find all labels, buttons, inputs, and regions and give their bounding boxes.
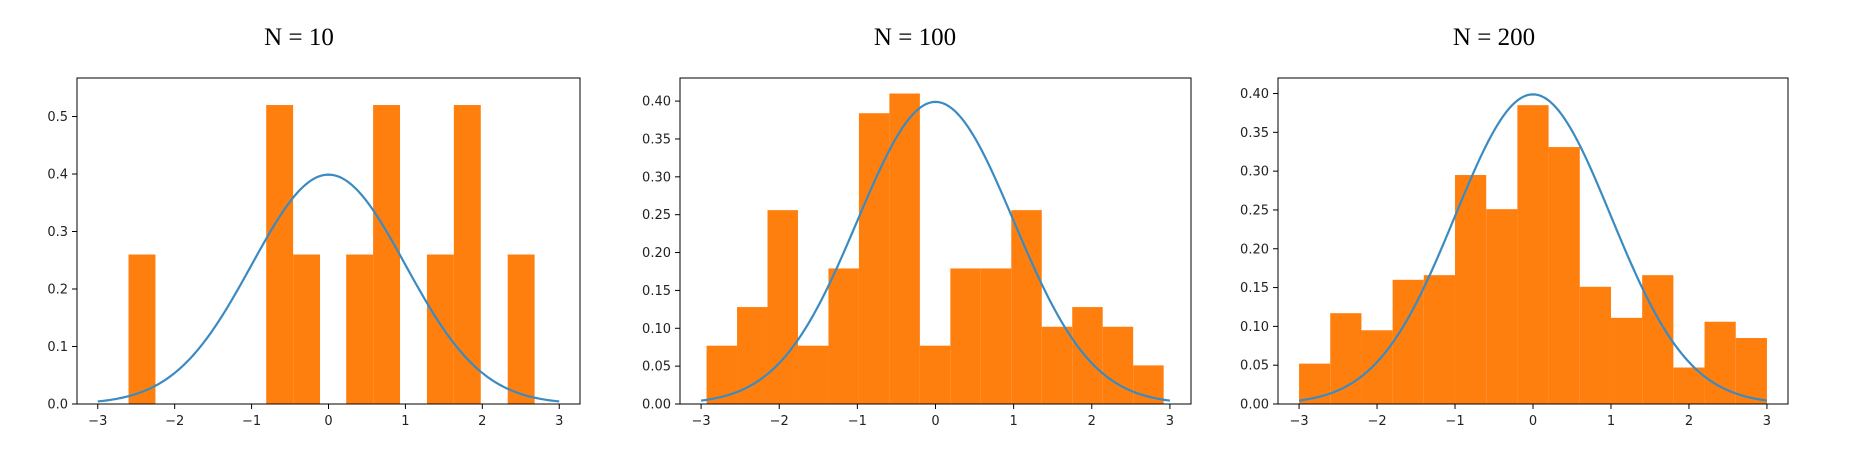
histogram-bar (1548, 147, 1580, 405)
histogram-bar (950, 268, 981, 404)
y-tick-label: 0.20 (1240, 242, 1269, 257)
x-tick-label: −1 (1445, 414, 1464, 429)
histogram-bar (1455, 175, 1487, 404)
x-tick-label: 2 (1088, 414, 1096, 429)
y-tick-label: 0.05 (642, 360, 671, 375)
x-tick-label: 1 (1009, 414, 1017, 429)
histogram-bar (1330, 313, 1362, 404)
x-tick-label: 3 (1166, 414, 1174, 429)
y-tick-label: 0.5 (47, 110, 68, 125)
histogram-bar (1423, 275, 1456, 404)
y-tick-label: 0.30 (642, 170, 671, 185)
x-tick-label: 0 (324, 414, 332, 429)
histogram-bar (293, 254, 321, 404)
x-tick-label: −1 (242, 414, 261, 429)
histogram-bar (1041, 326, 1073, 404)
histogram-bar (507, 254, 535, 404)
histogram-bar (1486, 209, 1518, 404)
y-tick-label: 0.00 (1240, 398, 1269, 413)
histogram-bar (737, 307, 768, 404)
chart-panel-3: N = 200 −3 −2 −1 0 1 2 3 0.00 0.05 0.10 0.15 0.20 0.2… (1240, 24, 1789, 429)
x-tick-label: 3 (555, 414, 563, 429)
y-tick-label: 0.10 (1240, 320, 1269, 335)
chart-title: N = 200 (1453, 24, 1535, 51)
x-tick-label: −1 (848, 414, 867, 429)
y-tick-label: 0.2 (47, 283, 68, 298)
x-tick-label: 3 (1763, 414, 1771, 429)
histogram-bar (128, 254, 156, 404)
histogram-bar (1102, 326, 1134, 404)
histogram-bar (1517, 105, 1549, 405)
histogram-bar (346, 254, 374, 404)
y-tick-label: 0.20 (642, 246, 671, 261)
histogram-bar (706, 345, 738, 404)
x-tick-label: −3 (692, 414, 711, 429)
x-tick-label: −3 (88, 414, 107, 429)
histogram-bar (266, 105, 294, 405)
histogram-bar (1361, 330, 1393, 404)
y-tick-label: 0.15 (1240, 281, 1269, 296)
x-tick-label: 0 (931, 414, 939, 429)
y-tick-label: 0.25 (642, 208, 671, 223)
histogram-bar (797, 345, 829, 404)
x-tick-label: −3 (1289, 414, 1308, 429)
histogram-bar (1610, 317, 1643, 404)
y-tick-label: 0.30 (1240, 165, 1269, 180)
histogram-bar (767, 210, 798, 404)
histogram-bar (1735, 338, 1767, 404)
x-tick-label: −2 (165, 414, 184, 429)
x-tick-label: 0 (1529, 414, 1537, 429)
y-tick-label: 0.00 (642, 398, 671, 413)
y-tick-label: 0.40 (1240, 87, 1269, 102)
y-tick-label: 0.0 (47, 398, 68, 413)
y-tick-label: 0.3 (47, 225, 68, 240)
x-tick-label: 1 (401, 414, 409, 429)
x-tick-label: −2 (770, 414, 789, 429)
histogram-bar (373, 105, 401, 405)
x-tick-label: 2 (1685, 414, 1693, 429)
histogram-bar (828, 268, 859, 404)
normal-pdf-curve (97, 173, 560, 403)
x-tick-label: 2 (478, 414, 486, 429)
y-tick-label: 0.4 (47, 168, 68, 183)
y-tick-label: 0.35 (1240, 126, 1269, 141)
chart-panel-1: N = 10 −3 −2 −1 0 1 2 3 0.0 0.1 0.2 0.3 0.4 0.5 (47, 24, 581, 429)
histogram-bar (1011, 210, 1042, 404)
histogram-bar (1072, 307, 1103, 404)
chart-title: N = 10 (264, 24, 334, 51)
chart-panel-2: N = 100 −3 −2 −1 0 1 2 3 0.00 0.05 0.10 0.15 0.20 0.2… (642, 24, 1192, 429)
y-tick-label: 0.10 (642, 322, 671, 337)
histogram-bar (426, 254, 454, 404)
x-tick-label: −2 (1367, 414, 1386, 429)
histogram-bar (1704, 321, 1736, 404)
chart-title: N = 100 (874, 24, 956, 51)
y-tick-label: 0.35 (642, 132, 671, 147)
histogram-bar (1642, 275, 1674, 404)
histogram-bar (1579, 286, 1611, 404)
histogram-bar (919, 345, 951, 404)
y-tick-label: 0.05 (1240, 359, 1269, 374)
y-tick-label: 0.25 (1240, 203, 1269, 218)
histogram-bar (889, 93, 920, 405)
y-tick-label: 0.40 (642, 95, 671, 110)
normal-pdf-curve (700, 100, 1171, 402)
normal-pdf-curve (1298, 93, 1768, 402)
y-tick-label: 0.15 (642, 284, 671, 299)
histogram-bar (980, 268, 1012, 404)
histogram-bar (453, 105, 481, 405)
x-tick-label: 1 (1607, 414, 1615, 429)
y-tick-label: 0.1 (47, 340, 68, 355)
